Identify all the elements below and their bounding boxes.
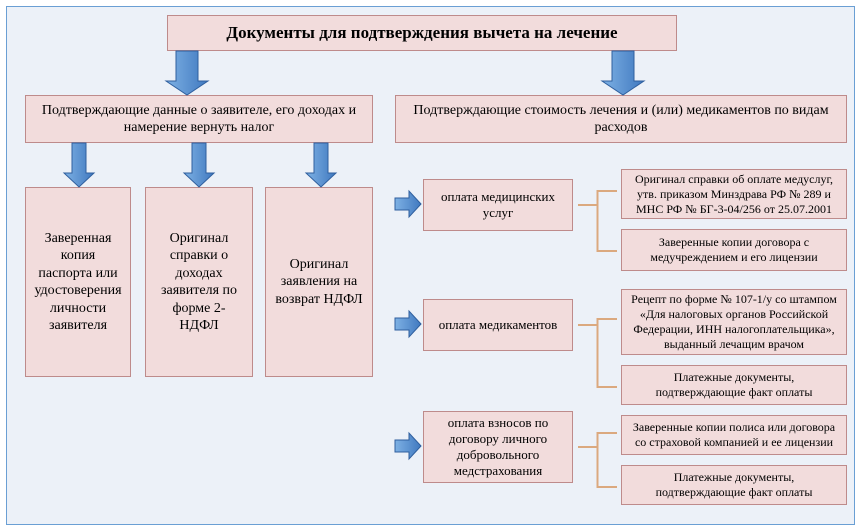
left-doc-3: Оригинал заявления на возврат НДФЛ — [265, 187, 373, 377]
diagram-frame: Документы для подтверждения вычета на ле… — [6, 6, 855, 525]
detail-3: Рецепт по форме № 107-1/у со штампом «Дл… — [621, 289, 847, 355]
category-2: оплата медикаментов — [423, 299, 573, 351]
left-doc-2: Оригинал справки о доходах заявителя по … — [145, 187, 253, 377]
left-doc-1: Заверенная копия паспорта или удостовере… — [25, 187, 131, 377]
header-left: Подтверждающие данные о заявителе, его д… — [25, 95, 373, 143]
detail-1: Оригинал справки об оплате медуслуг, утв… — [621, 169, 847, 219]
category-1: оплата медицинских услуг — [423, 179, 573, 231]
header-right: Подтверждающие стоимость лечения и (или)… — [395, 95, 847, 143]
diagram-title: Документы для подтверждения вычета на ле… — [167, 15, 677, 51]
detail-6: Платежные документы, подтверждающие факт… — [621, 465, 847, 505]
detail-4: Платежные документы, подтверждающие факт… — [621, 365, 847, 405]
category-3: оплата взносов по договору личного добро… — [423, 411, 573, 483]
detail-5: Заверенные копии полиса или договора со … — [621, 415, 847, 455]
detail-2: Заверенные копии договора с медучреждени… — [621, 229, 847, 271]
